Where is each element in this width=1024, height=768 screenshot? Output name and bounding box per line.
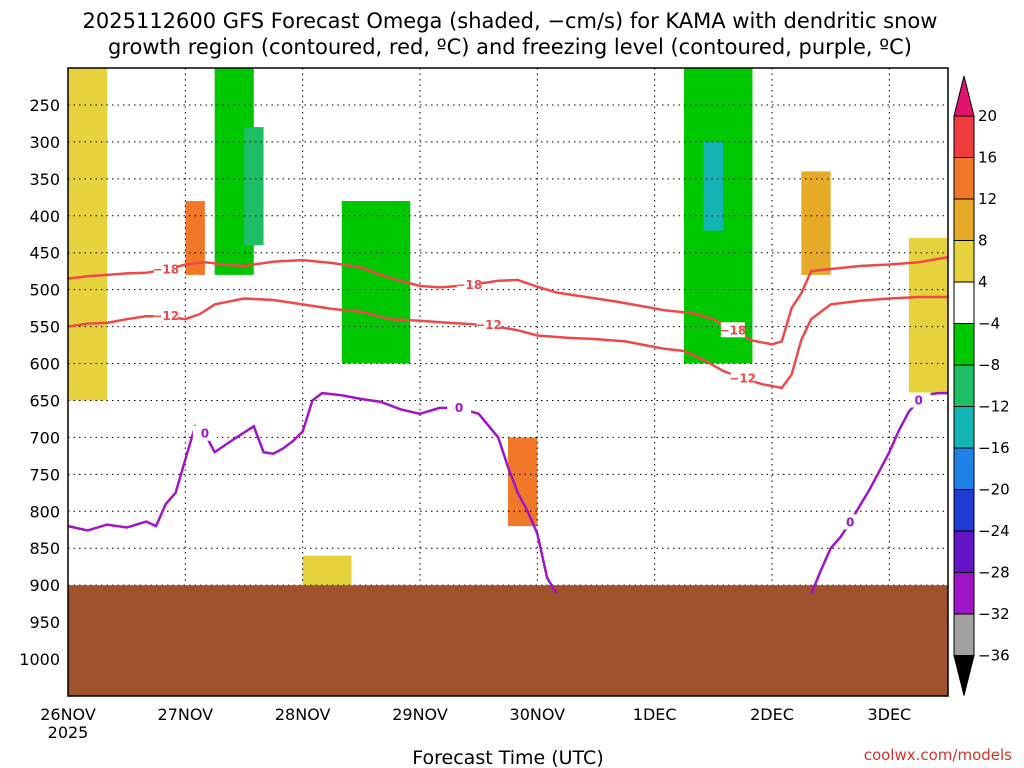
- y-tick-250: 250: [29, 96, 60, 115]
- colorbar-bin-m20_m16: [953, 447, 975, 490]
- omega-region-8: [703, 141, 724, 231]
- colorbar-bin-m36_m32: [953, 613, 975, 656]
- omega-region-1: [185, 200, 205, 275]
- colorbar-bin-c16_20: [953, 115, 975, 158]
- colorbar-label-5: −4: [978, 315, 1000, 333]
- colorbar: 20 16 12 8 4 −4 −8 −12 −16 −20 −24 −28 −32 −36: [953, 75, 1010, 696]
- colorbar-label-6: −8: [978, 356, 1000, 374]
- colorbar-label-3: 8: [978, 232, 988, 250]
- y-tick-300: 300: [29, 133, 60, 152]
- contour-label-freezing-level-0-east-0: 0: [846, 515, 854, 529]
- colorbar-bin-m8_m4: [953, 323, 975, 366]
- colorbar-bin-m16_m12: [953, 406, 975, 449]
- x-tick-sublabel-0: 2025: [48, 723, 89, 742]
- contour-layer: −18 −18 −18 −12 −12 −12 0 0 0 0: [67, 255, 949, 595]
- colorbar-label-8: −16: [978, 439, 1010, 457]
- y-tick-900: 900: [29, 576, 60, 595]
- contour-label-dgz-minus12-1: −12: [475, 318, 502, 332]
- contour-label-dgz-minus12-2: −12: [729, 371, 756, 385]
- contour-dgz-minus12: [67, 295, 948, 390]
- contour-dgz-minus18: [67, 255, 949, 346]
- x-tick-2: 28NOV: [275, 705, 331, 724]
- colorbar-label-9: −20: [978, 481, 1010, 499]
- y-tick-450: 450: [29, 244, 60, 263]
- colorbar-label-4: 4: [978, 273, 988, 291]
- y-tick-800: 800: [29, 502, 60, 521]
- colorbar-bin-m24_m20: [953, 489, 975, 532]
- contour-label-bg-dgz-minus12-1: [476, 317, 501, 333]
- contour-label-bg-dgz-minus12-2: [730, 370, 755, 386]
- contour-label-bg-freezing-level-0-east-0: [838, 514, 863, 530]
- contour-label-freezing-level-0-east-1: 0: [914, 393, 922, 407]
- x-tick-4: 30NOV: [510, 705, 566, 724]
- y-tick-850: 850: [29, 539, 60, 558]
- credit-text: coolwx.com/models: [864, 746, 1012, 764]
- y-tick-700: 700: [29, 428, 60, 447]
- colorbar-bin-m28_m24: [953, 530, 975, 573]
- colorbar-bin-m4_4: [953, 281, 975, 324]
- omega-region-3: [244, 127, 264, 246]
- contour-label-freezing-level-0-0: 0: [201, 427, 209, 441]
- colorbar-bin-m32_m28: [953, 572, 975, 615]
- contour-label-bg-freezing-level-0-1: [447, 399, 472, 415]
- colorbar-label-11: −28: [978, 564, 1010, 582]
- contour-label-bg-dgz-minus18-1: [456, 277, 481, 293]
- colorbar-top-arrow: [953, 75, 975, 117]
- contour-label-bg-dgz-minus18-2: [720, 322, 745, 338]
- chart-title-line1: 2025112600 GFS Forecast Omega (shaded, −…: [83, 9, 938, 33]
- colorbar-label-2: 12: [978, 190, 997, 208]
- y-axis-ticks: 250 300 350 400 450 500 550 600 650 700 750 800 850 9…: [19, 96, 60, 669]
- y-tick-400: 400: [29, 207, 60, 226]
- omega-region-9: [801, 171, 831, 275]
- y-tick-1000: 1000: [19, 650, 60, 669]
- x-tick-7: 3DEC: [867, 705, 911, 724]
- omega-region-4: [302, 555, 352, 586]
- y-tick-550: 550: [29, 318, 60, 337]
- x-tick-1: 27NOV: [158, 705, 214, 724]
- contour-label-dgz-minus18-2: −18: [720, 323, 747, 337]
- y-tick-750: 750: [29, 465, 60, 484]
- x-tick-3: 29NOV: [392, 705, 448, 724]
- colorbar-bin-m12_m8: [953, 364, 975, 407]
- colorbar-label-0: 20: [978, 107, 997, 125]
- plot-area: −18 −18 −18 −12 −12 −12 0 0 0 0: [67, 67, 949, 697]
- y-tick-350: 350: [29, 170, 60, 189]
- colorbar-bottom-arrow: [953, 655, 975, 696]
- x-tick-6: 2DEC: [750, 705, 794, 724]
- plot-frame: [67, 67, 949, 697]
- contour-freezing-level-0: [67, 391, 558, 595]
- ground-layer: [68, 585, 948, 696]
- omega-region-5: [341, 200, 411, 364]
- contour-label-bg-freezing-level-0-east-1: [906, 392, 931, 408]
- colorbar-label-13: −36: [978, 647, 1010, 665]
- colorbar-label-12: −32: [978, 605, 1010, 623]
- colorbar-bin-c4_8: [953, 240, 975, 283]
- contour-label-dgz-minus12-0: −12: [152, 309, 179, 323]
- contour-label-bg-freezing-level-0-0: [192, 425, 217, 441]
- ground-block: [68, 585, 948, 696]
- colorbar-label-7: −12: [978, 398, 1010, 416]
- x-tick-0: 26NOV: [40, 705, 96, 724]
- y-tick-600: 600: [29, 355, 60, 374]
- contour-label-freezing-level-0-1: 0: [455, 401, 463, 415]
- colorbar-bin-c12_16: [953, 157, 975, 200]
- colorbar-bin-c8_12: [953, 198, 975, 241]
- contour-label-dgz-minus18-0: −18: [152, 263, 179, 277]
- y-tick-500: 500: [29, 281, 60, 300]
- x-axis-title: Forecast Time (UTC): [412, 747, 603, 768]
- y-tick-650: 650: [29, 391, 60, 410]
- omega-region-0: [68, 68, 108, 401]
- contour-label-dgz-minus18-1: −18: [456, 278, 483, 292]
- x-tick-5: 1DEC: [633, 705, 677, 724]
- y-tick-950: 950: [29, 613, 60, 632]
- contour-label-bg-dgz-minus18-0: [153, 261, 178, 277]
- chart-title-line2: growth region (contoured, red, ºC) and f…: [108, 35, 912, 59]
- contour-label-bg-dgz-minus12-0: [153, 308, 178, 324]
- colorbar-label-1: 16: [978, 149, 997, 167]
- colorbar-label-10: −24: [978, 522, 1010, 540]
